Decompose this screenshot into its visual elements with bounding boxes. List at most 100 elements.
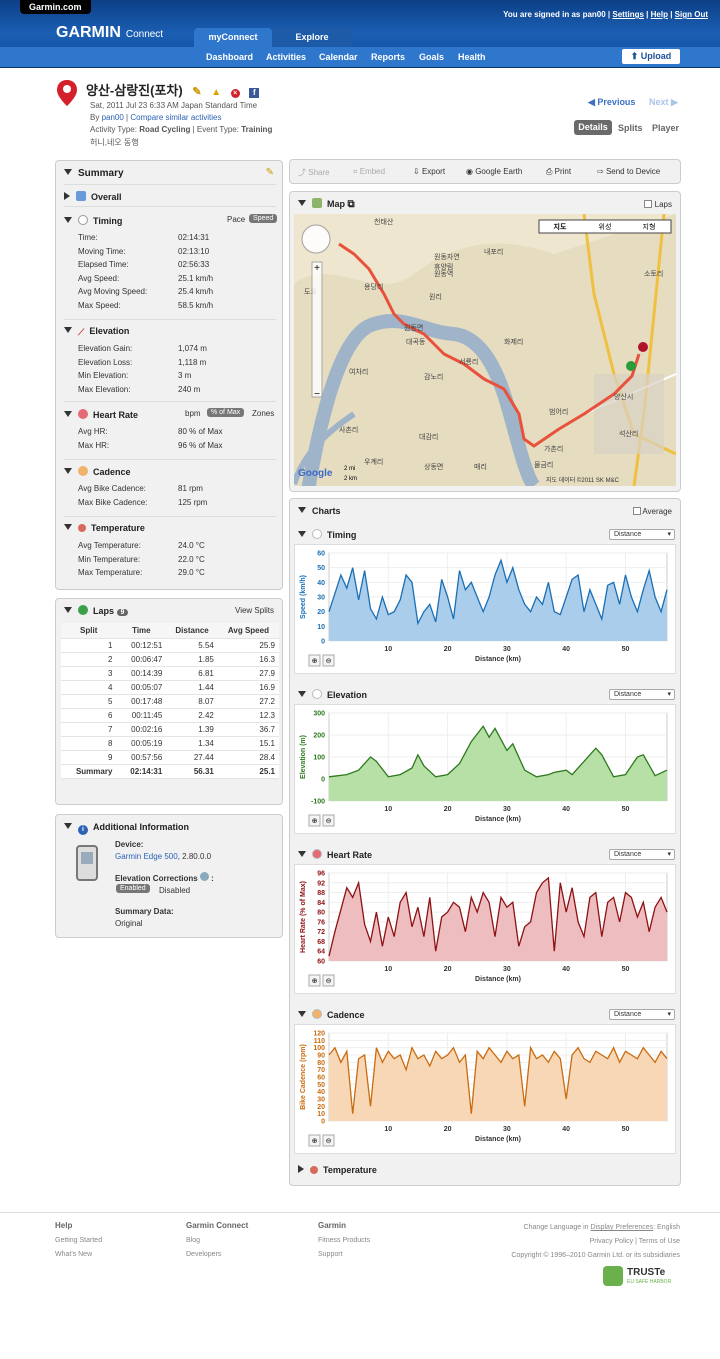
map-type-map[interactable]: 지도: [554, 222, 567, 231]
truste-badge[interactable]: TRUSTe EU SAFE HARBOR: [603, 1266, 681, 1288]
expand-map-icon[interactable]: ⧉: [347, 199, 355, 210]
start-marker[interactable]: [626, 361, 636, 371]
map-type-selector[interactable]: [538, 219, 672, 234]
laps-column-header[interactable]: Time: [116, 623, 167, 639]
help-link[interactable]: Help: [650, 10, 668, 19]
overall-section[interactable]: Overall: [64, 191, 122, 202]
map-header[interactable]: Map ⧉: [298, 198, 355, 210]
fitness-products-link[interactable]: Fitness Products: [318, 1237, 371, 1244]
blog-link[interactable]: Blog: [186, 1237, 201, 1244]
zoom-in-button[interactable]: [308, 814, 321, 827]
getting-started-link[interactable]: Getting Started: [55, 1237, 103, 1244]
lap-row[interactable]: 9 00:57:56 27.44 28.4: [61, 750, 279, 765]
google-earth-button[interactable]: ◉ Google Earth: [466, 167, 523, 176]
x-axis-dropdown[interactable]: Distance: [609, 529, 675, 540]
timing-section[interactable]: Timing: [64, 215, 122, 226]
percent-max-toggle[interactable]: % of Max: [207, 408, 245, 417]
print-button[interactable]: ⎙ Print: [546, 167, 572, 176]
settings-link[interactable]: Settings: [612, 10, 644, 19]
charts-header[interactable]: Charts: [298, 506, 341, 516]
zoom-in-button[interactable]: [308, 1134, 321, 1147]
pan-control[interactable]: [301, 224, 331, 254]
view-splits-link[interactable]: View Splits: [235, 606, 274, 615]
chart-header-1[interactable]: Elevation: [298, 689, 367, 700]
lap-row[interactable]: 6 00:11:45 2.42 12.3: [61, 708, 279, 723]
view-player[interactable]: Player: [652, 123, 680, 133]
lap-row[interactable]: 7 00:02:16 1.39 36.7: [61, 722, 279, 737]
delete-icon[interactable]: ×: [230, 89, 240, 98]
zoom-slider[interactable]: [311, 261, 323, 398]
edit-pencil-icon[interactable]: ✎: [192, 86, 202, 98]
whats-new-link[interactable]: What's New: [55, 1251, 93, 1258]
zoom-out-button[interactable]: [322, 1134, 335, 1147]
zoom-in-button[interactable]: [308, 974, 321, 987]
activity-title[interactable]: 양산-삼랑진(포차) ✎ ▲ × f: [86, 80, 260, 99]
lap-row[interactable]: 1 00:12:51 5.54 25.9: [61, 638, 279, 653]
map-type-satellite[interactable]: 위성: [599, 222, 612, 231]
nav-goals[interactable]: Goals: [419, 52, 445, 62]
heart-rate-section[interactable]: Heart Rate: [64, 409, 138, 420]
garmin-com-link[interactable]: Garmin.com: [20, 0, 91, 14]
pace-toggle[interactable]: Pace: [227, 215, 246, 224]
lap-row[interactable]: 4 00:05:07 1.44 16.9: [61, 680, 279, 695]
x-axis-dropdown[interactable]: Distance: [609, 849, 675, 860]
speed-toggle[interactable]: Speed: [249, 214, 278, 223]
google-logo[interactable]: Google: [298, 468, 333, 479]
facebook-icon[interactable]: f: [249, 88, 260, 98]
zones-toggle[interactable]: Zones: [252, 409, 275, 418]
laps-column-header[interactable]: Split: [61, 623, 117, 639]
laps-header[interactable]: Laps 9: [64, 605, 129, 616]
zoom-out-button[interactable]: [322, 814, 335, 827]
laps-column-header[interactable]: Distance: [166, 623, 218, 639]
zoom-out-button[interactable]: [322, 654, 335, 667]
x-axis-dropdown[interactable]: Distance: [609, 1009, 675, 1020]
nav-health[interactable]: Health: [458, 52, 486, 62]
garmin-connect-logo[interactable]: GARMIN Connect: [56, 24, 163, 42]
temperature-chart-header[interactable]: Temperature: [298, 1165, 377, 1175]
view-splits[interactable]: Splits: [618, 123, 643, 133]
elevation-section[interactable]: ⟋ Elevation: [64, 326, 129, 337]
summary-header[interactable]: Summary: [64, 168, 124, 179]
nav-activities[interactable]: Activities: [266, 52, 307, 62]
laps-checkbox[interactable]: Laps: [644, 200, 672, 209]
compare-link[interactable]: Compare similar activities: [130, 113, 222, 122]
zoom-out-icon[interactable]: −: [314, 389, 320, 400]
x-axis-dropdown[interactable]: Distance: [609, 689, 675, 700]
zoom-out-button[interactable]: [322, 974, 335, 987]
help-icon[interactable]: [199, 872, 209, 881]
lap-row[interactable]: 5 00:17:48 8.07 27.2: [61, 694, 279, 709]
tab-myconnect[interactable]: myConnect: [194, 28, 272, 47]
zoom-in-button[interactable]: [308, 654, 321, 667]
chart-header-3[interactable]: Cadence: [298, 1009, 365, 1020]
user-link[interactable]: pan00: [101, 113, 124, 122]
send-to-device-button[interactable]: ⇨ Send to Device: [597, 167, 661, 176]
bpm-toggle[interactable]: bpm: [185, 409, 201, 418]
map-type-terrain[interactable]: 지형: [643, 222, 656, 231]
privacy-terms-links[interactable]: Privacy Policy | Terms of Use: [589, 1238, 680, 1245]
temperature-section[interactable]: Temperature: [64, 523, 145, 533]
alert-bell-icon[interactable]: ▲: [211, 87, 222, 98]
summary-edit-icon[interactable]: ✎: [265, 167, 274, 178]
tab-explore[interactable]: Explore: [272, 28, 352, 47]
upload-button[interactable]: ⬆ Upload: [622, 49, 680, 64]
disabled-toggle[interactable]: Disabled: [159, 886, 191, 895]
chart-header-0[interactable]: Timing: [298, 529, 356, 540]
average-checkbox[interactable]: Average: [632, 507, 672, 516]
nav-dashboard[interactable]: Dashboard: [206, 52, 254, 62]
cadence-section[interactable]: Cadence: [64, 466, 131, 477]
chart-header-2[interactable]: Heart Rate: [298, 849, 372, 860]
support-link[interactable]: Support: [318, 1251, 343, 1258]
display-preferences-link[interactable]: Display Preferences: [590, 1224, 654, 1231]
nav-reports[interactable]: Reports: [371, 52, 406, 62]
previous-button[interactable]: ◀ Previous: [588, 97, 636, 107]
additional-info-header[interactable]: i Additional Information: [64, 822, 189, 835]
nav-calendar[interactable]: Calendar: [319, 52, 358, 62]
lap-row[interactable]: 3 00:14:39 6.81 27.9: [61, 666, 279, 681]
zoom-in-icon[interactable]: +: [314, 263, 320, 274]
lap-row[interactable]: 8 00:05:19 1.34 15.1: [61, 736, 279, 751]
laps-column-header[interactable]: Avg Speed: [217, 623, 279, 639]
sign-out-link[interactable]: Sign Out: [674, 10, 708, 19]
device-link[interactable]: Garmin Edge 500: [115, 852, 178, 861]
view-details[interactable]: Details: [574, 120, 612, 135]
